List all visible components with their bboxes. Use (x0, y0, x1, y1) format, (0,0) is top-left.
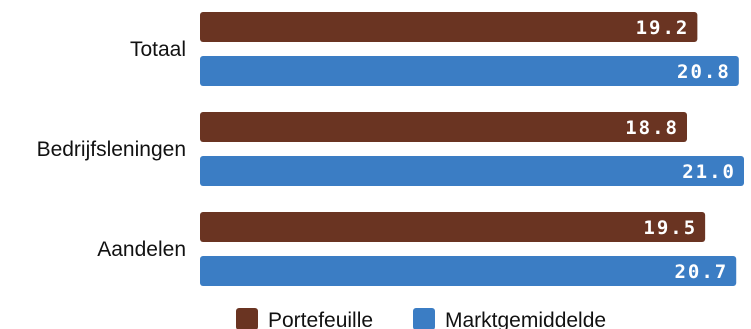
bar-portefeuille (200, 112, 688, 142)
bar-marktgemiddelde (200, 256, 737, 286)
bar-portefeuille (200, 12, 698, 42)
legend-label: Portefeuille (268, 309, 373, 329)
category-label: Aandelen (97, 238, 186, 261)
data-label: 18.8 (625, 117, 679, 139)
data-label: 20.8 (677, 61, 731, 83)
legend-swatch (413, 308, 435, 329)
legend-swatch (236, 308, 258, 329)
legend-label: Marktgemiddelde (445, 309, 606, 329)
bar-marktgemiddelde (200, 56, 739, 86)
category-label: Bedrijfsleningen (37, 138, 186, 161)
data-label: 20.7 (674, 261, 728, 283)
bar-marktgemiddelde (200, 156, 744, 186)
data-label: 19.5 (643, 217, 697, 239)
labels-layer: Totaal 19.2 20.8 Bedrijfsleningen 18.821.0 Aa… (37, 17, 736, 283)
category-label: Totaal (130, 38, 186, 61)
data-label: 21.0 (682, 161, 736, 183)
legend: Portefeuille Marktgemiddelde (236, 308, 606, 329)
data-label: 19.2 (636, 17, 690, 39)
bars-layer (200, 12, 744, 286)
bar-portefeuille (200, 212, 706, 242)
